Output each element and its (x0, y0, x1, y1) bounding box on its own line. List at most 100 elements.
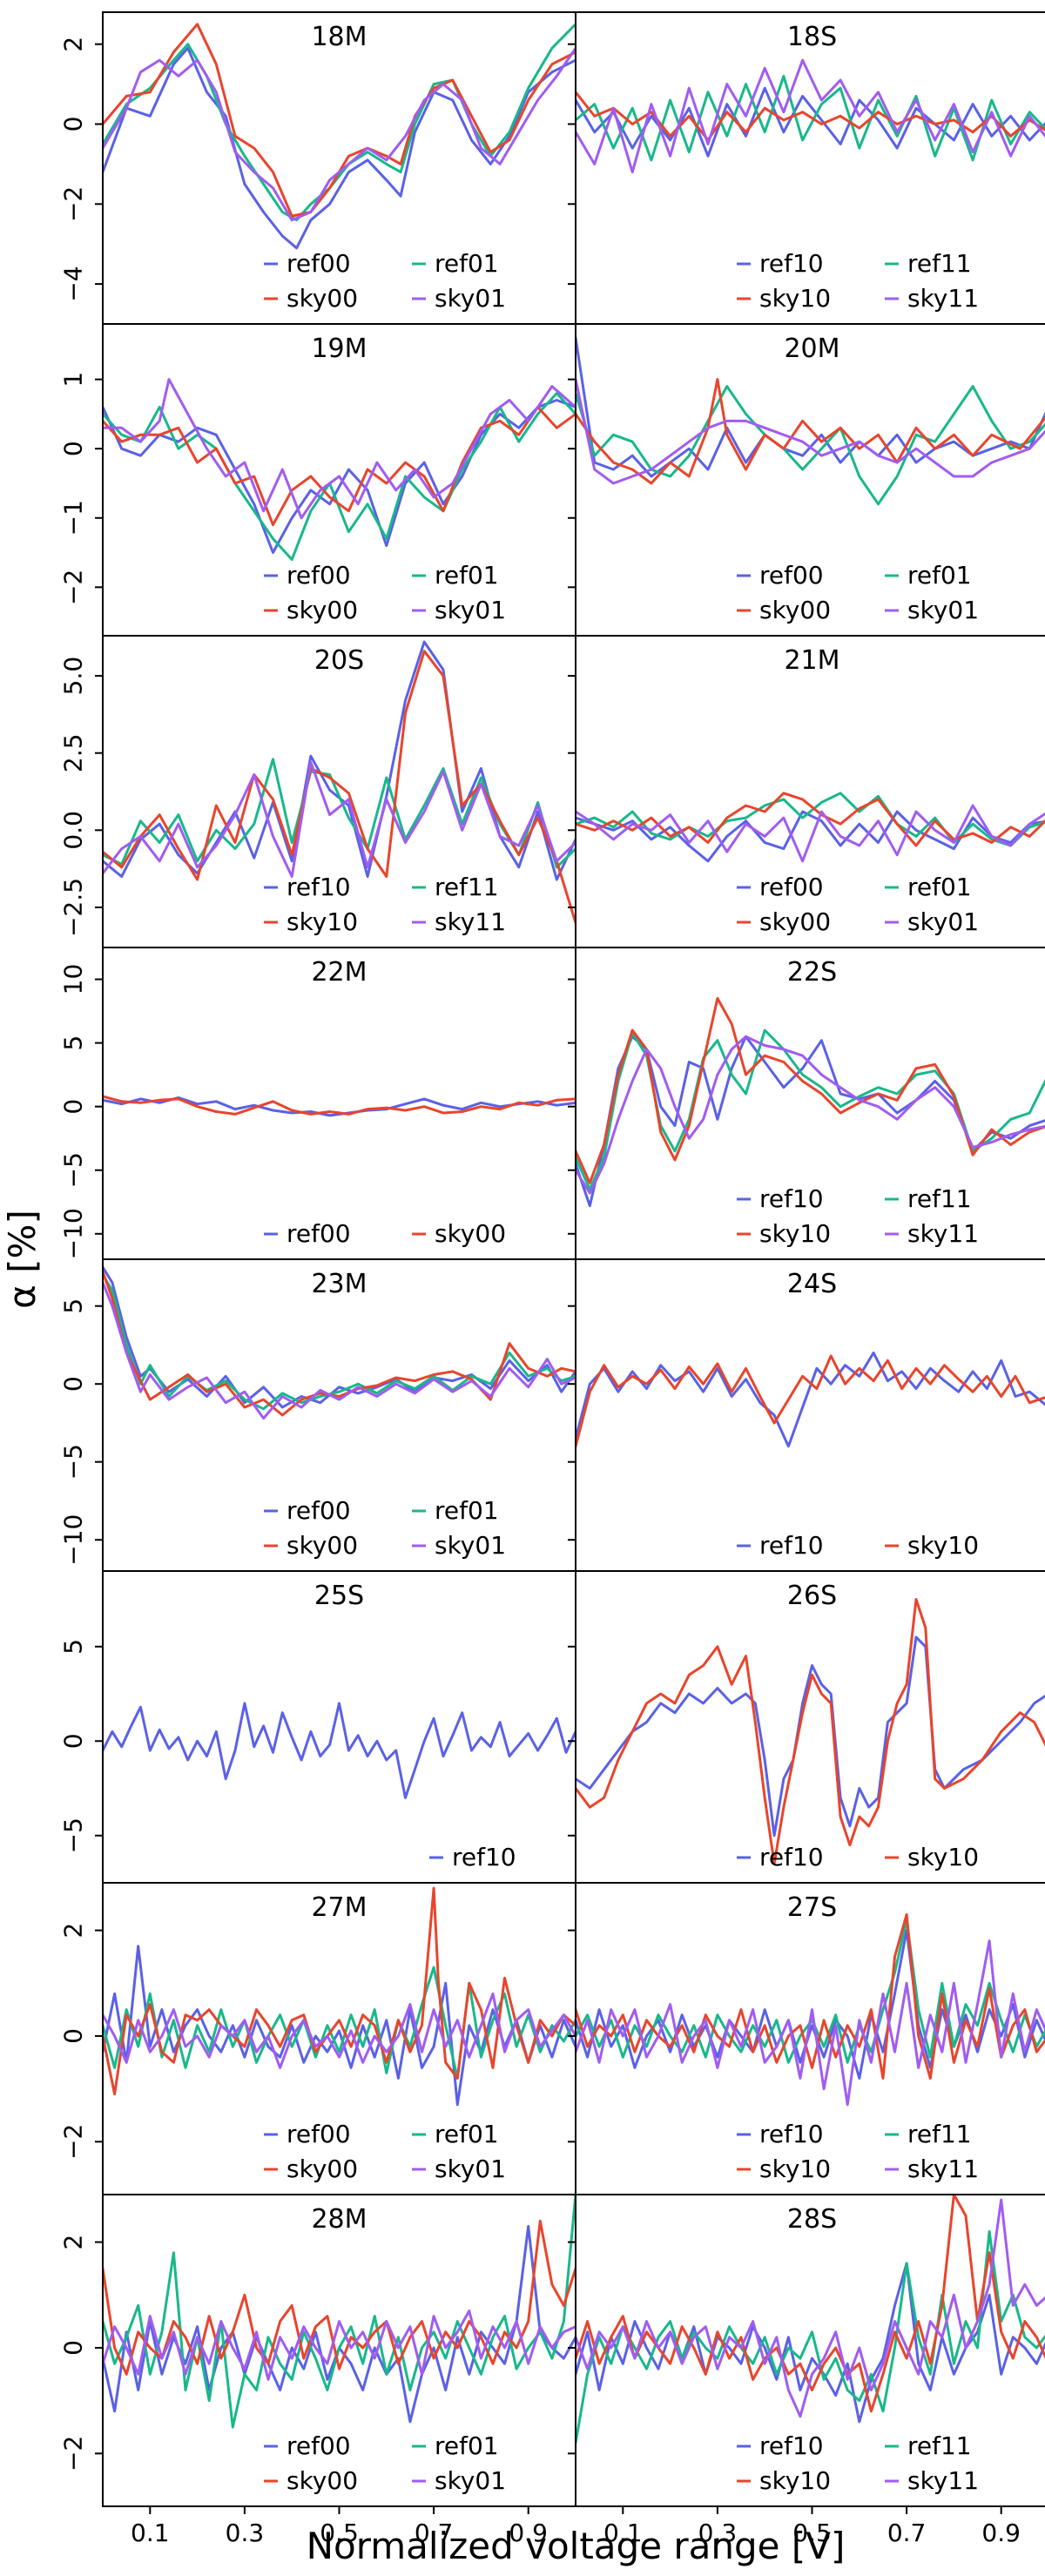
y-tick-label: 2 (59, 2235, 88, 2250)
legend: ref00 sky00 (264, 1219, 506, 1248)
legend-label-ref00: ref00 (287, 2120, 351, 2148)
series-group (576, 996, 1045, 1208)
y-tick-label: −10 (59, 1208, 88, 1259)
legend-label-sky01: sky01 (907, 907, 979, 936)
panel-frame (102, 1570, 576, 1884)
series-line-ref11 (576, 74, 1045, 162)
series-line-ref01 (576, 792, 1045, 847)
legend-label-ref11: ref11 (907, 2120, 972, 2148)
series-line-ref11 (576, 2230, 1045, 2445)
panel-title: 27M (311, 1892, 367, 1923)
legend-label-sky00: sky00 (287, 596, 358, 624)
legend-label-ref10: ref10 (759, 1843, 824, 1871)
panel-title: 26S (787, 1581, 837, 1611)
series-line-sky00 (103, 1095, 576, 1116)
panel-title: 22S (787, 957, 837, 988)
legend-label-sky11: sky11 (907, 284, 979, 313)
y-tick-label: 2.5 (59, 733, 88, 772)
x-tick-label: 0.5 (792, 2519, 832, 2547)
panel-20S: 20S −2.5 0.0 2.5 5.0 ref10 ref11 sky10 sky11 (59, 635, 576, 948)
series-line-sky00 (576, 378, 1045, 485)
legend-label-sky00: sky00 (287, 2466, 358, 2495)
series-line-ref01 (576, 385, 1045, 506)
y-tick-label: −2 (59, 570, 88, 605)
legend: ref10 ref11 sky10 sky11 (737, 2120, 979, 2183)
y-tick-label: −2 (59, 2124, 88, 2160)
panel-title: 23M (311, 1269, 367, 1299)
x-tick-label: 0.9 (509, 2519, 548, 2547)
panel-frame (102, 947, 576, 1260)
legend-label-ref01: ref01 (907, 873, 972, 901)
y-tick-label: 5 (59, 1298, 88, 1314)
legend-label-sky10: sky10 (759, 2466, 831, 2495)
legend-label-sky11: sky11 (435, 907, 506, 936)
series-line-sky11 (576, 1035, 1045, 1195)
panel-25S: 25S −5 0 5 ref10 (59, 1570, 576, 1884)
panel-18S: 18S ref10 ref11 sky10 sky11 (568, 11, 1045, 325)
series-line-ref01 (103, 2195, 576, 2429)
panel-24S: 24S ref10 sky10 (568, 1258, 1045, 1572)
legend: ref10 ref11 sky10 sky11 (737, 2431, 979, 2495)
legend-label-ref00: ref00 (287, 1496, 351, 1525)
y-tick-label: −2 (59, 2436, 88, 2471)
y-tick-label: 0 (59, 2028, 88, 2044)
legend: ref10 (429, 1843, 516, 1871)
panel-18M: 18M −4 −2 0 2 ref00 ref01 sky00 sky01 (59, 11, 576, 325)
legend-label-ref01: ref01 (435, 2120, 499, 2148)
legend-label-ref11: ref11 (907, 1184, 972, 1213)
legend-label-ref10: ref10 (759, 249, 824, 278)
panel-title: 24S (787, 1269, 837, 1299)
series-group (103, 1095, 576, 1117)
y-tick-label: −10 (59, 1514, 88, 1566)
legend-label-ref10: ref10 (759, 1531, 824, 1560)
y-tick-label: 0 (59, 117, 88, 132)
panel-title: 19M (311, 334, 367, 364)
panel-title: 25S (314, 1581, 364, 1611)
x-tick-label: 0.7 (887, 2519, 927, 2547)
series-group (103, 2195, 576, 2429)
series-line-ref10 (576, 2262, 1045, 2424)
legend-label-sky01: sky01 (907, 596, 979, 624)
y-tick-label: −5 (59, 1817, 88, 1853)
series-line-sky10 (576, 1598, 1045, 1865)
y-tick-label: −4 (59, 266, 88, 301)
panel-title: 22M (311, 957, 367, 988)
legend: ref00 ref01 sky00 sky01 (264, 2431, 506, 2495)
legend-label-sky11: sky11 (907, 2466, 979, 2495)
legend: ref00 ref01 sky00 sky01 (264, 2120, 506, 2183)
legend-label-sky00: sky00 (287, 2155, 358, 2183)
legend-label-ref00: ref00 (759, 873, 824, 901)
series-group (103, 378, 576, 561)
panel-28M: 28M −2 0 2 0.1 0.3 0.5 0.7 0.9 ref00 ref01 sky00 sky… (59, 2194, 576, 2547)
y-tick-label: −2.5 (59, 878, 88, 937)
y-tick-label: 10 (59, 964, 88, 995)
legend: ref10 sky10 (737, 1843, 979, 1871)
series-line-ref10 (576, 1351, 1045, 1448)
panel-title: 18S (787, 22, 837, 52)
legend-label-ref10: ref10 (452, 1843, 516, 1871)
panel-frame (575, 1570, 1045, 1884)
series-line-ref11 (103, 758, 576, 869)
x-tick-label: 0.5 (320, 2519, 359, 2547)
legend-label-ref10: ref10 (759, 1184, 824, 1213)
series-line-ref01 (103, 392, 576, 561)
panel-20M: 20M ref00 ref01 sky00 sky01 (568, 323, 1045, 637)
legend-label-ref10: ref10 (759, 2120, 824, 2148)
panel-19M: 19M −2 −1 0 1 ref00 ref01 sky00 sky01 (59, 323, 576, 637)
legend-label-sky01: sky01 (435, 596, 506, 624)
legend-label-sky00: sky00 (435, 1219, 506, 1248)
y-tick-label: −1 (59, 500, 88, 536)
series-line-ref10 (576, 86, 1045, 158)
y-tick-label: −2 (59, 186, 88, 222)
y-tick-label: 0 (59, 1733, 88, 1749)
series-line-sky11 (576, 2198, 1045, 2418)
y-tick-label: 0 (59, 441, 88, 456)
legend-label-sky01: sky01 (435, 2155, 506, 2183)
series-group (576, 1598, 1045, 1865)
legend-label-ref11: ref11 (435, 873, 499, 901)
series-line-sky10 (576, 2195, 1045, 2413)
series-line-sky11 (576, 58, 1045, 174)
panel-title: 20M (784, 334, 839, 364)
legend: ref00 ref01 sky00 sky01 (737, 561, 979, 624)
